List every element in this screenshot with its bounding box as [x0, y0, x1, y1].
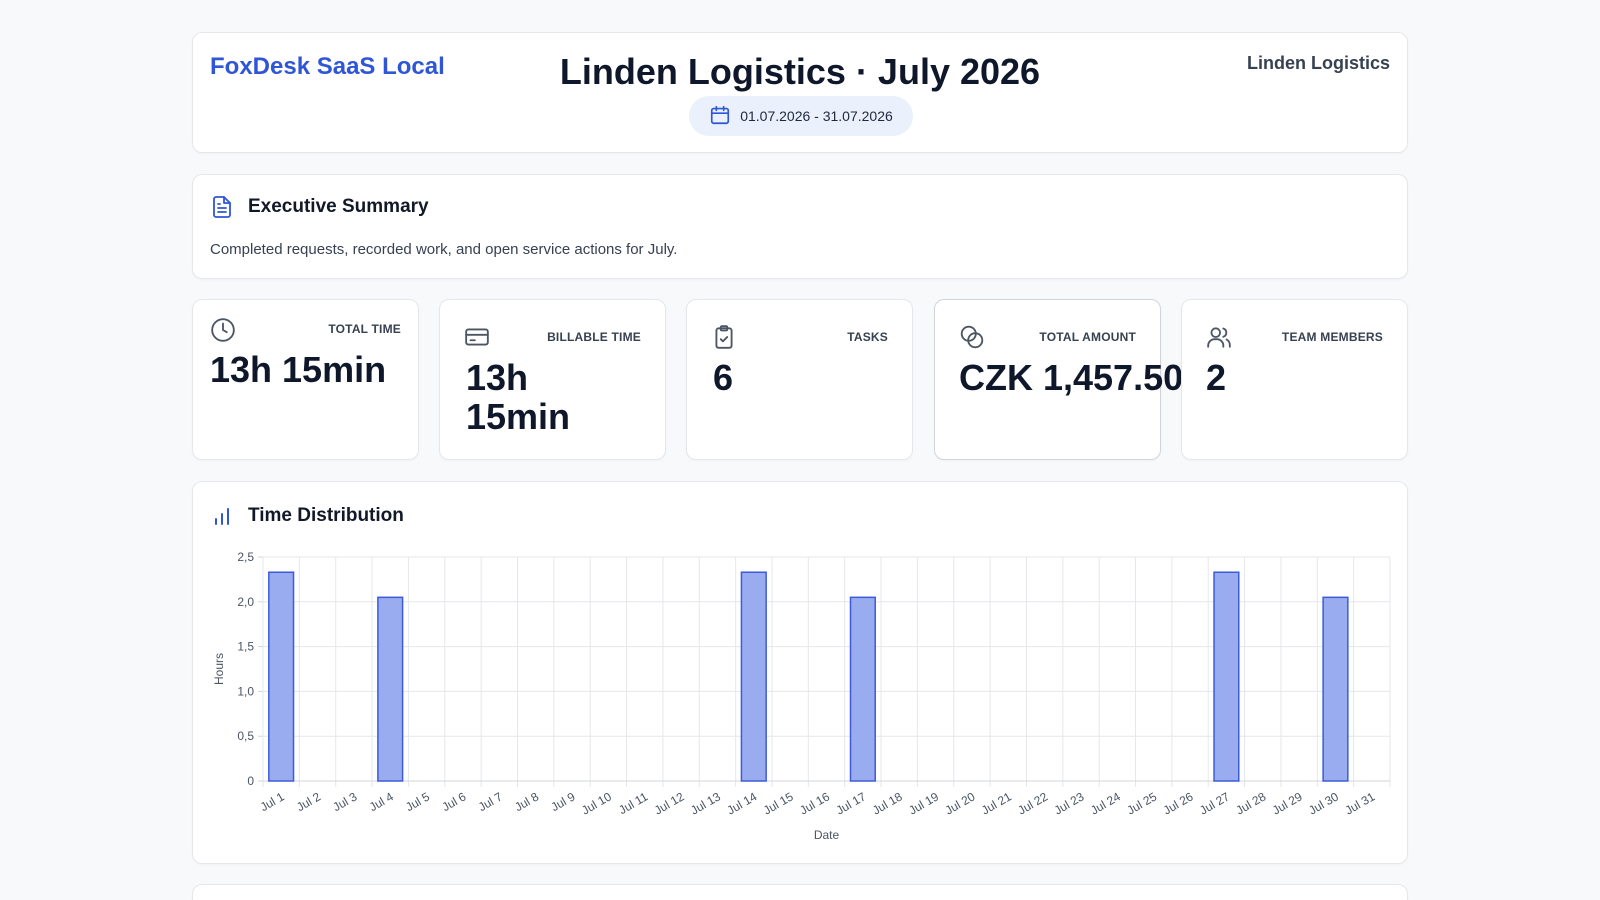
y-tick-label: 2,5 [237, 550, 254, 564]
x-tick-label: Jul 6 [439, 789, 468, 814]
x-tick-label: Jul 25 [1124, 789, 1159, 817]
kpi-label: Total amount [1039, 330, 1136, 344]
bar-jul-17 [849, 596, 876, 782]
x-tick-label: Jul 31 [1343, 789, 1378, 817]
date-range-text: 01.07.2026 - 31.07.2026 [740, 108, 893, 124]
x-tick-label: Jul 27 [1197, 789, 1232, 817]
kpi-total-amount: Total amount CZK 1,457.50 [934, 299, 1183, 460]
x-tick-label: Jul 16 [797, 789, 832, 817]
kpi-value: 13h 15min [210, 349, 387, 390]
executive-summary-card: Executive Summary Completed requests, re… [192, 174, 1408, 279]
summary-title: Executive Summary [248, 196, 429, 217]
kpi-total-time: Total time 13h 15min [192, 299, 419, 460]
kpi-value: 2 [1206, 357, 1227, 398]
y-tick-label: 2,0 [237, 595, 254, 609]
clock-icon [210, 317, 236, 343]
x-tick-label: Jul 20 [943, 789, 978, 817]
x-tick-label: Jul 21 [979, 789, 1014, 817]
kpi-billable-time: Billable time 13h 15min [439, 299, 666, 460]
x-tick-label: Jul 17 [834, 789, 869, 817]
kpi-value: 6 [713, 357, 734, 398]
x-tick-label: Jul 1 [258, 789, 287, 814]
summary-text: Completed requests, recorded work, and o… [210, 241, 678, 258]
coins-icon [959, 324, 985, 350]
x-tick-label: Jul 26 [1161, 789, 1196, 817]
bar-jul-27 [1213, 571, 1240, 782]
x-axis-title: Date [814, 828, 840, 842]
next-section-card [192, 884, 1408, 900]
y-tick-label: 1,5 [237, 640, 254, 654]
x-tick-label: Jul 24 [1088, 789, 1123, 817]
x-tick-label: Jul 12 [652, 789, 687, 817]
time-distribution-chart: 0 0,5 1,0 1,5 2,0 2,5 Jul 1 Jul 2 Jul 3 Jul 4 Jul … [212, 550, 1391, 842]
y-tick-label: 0 [247, 774, 254, 788]
bar-jul-4 [377, 596, 404, 782]
x-tick-label: Jul 29 [1270, 789, 1305, 817]
client-name: Linden Logistics [1246, 53, 1390, 73]
calendar-icon [709, 104, 731, 129]
kpi-label: Team members [1281, 330, 1383, 344]
kpi-value: CZK 1,457.50 [959, 357, 1184, 398]
x-tick-label: Jul 2 [294, 789, 323, 814]
x-tick-label: Jul 14 [725, 789, 760, 817]
date-range-pill[interactable]: 01.07.2026 - 31.07.2026 [689, 96, 913, 136]
x-tick-label: Jul 15 [761, 789, 796, 817]
bar-chart-icon [210, 504, 234, 528]
brand-logo[interactable]: FoxDesk SaaS Local [210, 53, 445, 80]
x-tick-label: Jul 10 [579, 789, 614, 817]
chart-title: Time Distribution [248, 505, 404, 526]
x-tick-label: Jul 18 [870, 789, 905, 817]
kpi-team-members: Team members 2 [1181, 299, 1408, 460]
users-icon [1206, 324, 1232, 350]
x-tick-label: Jul 13 [688, 789, 723, 817]
x-tick-label: Jul 11 [616, 789, 650, 817]
x-tick-label: Jul 19 [906, 789, 941, 817]
clipboard-check-icon [711, 324, 737, 350]
document-icon [210, 195, 234, 219]
bar-jul-14 [740, 571, 767, 782]
y-tick-label: 1,0 [237, 684, 254, 698]
x-tick-label: Jul 9 [549, 789, 578, 814]
x-tick-label: Jul 3 [330, 789, 359, 814]
credit-card-icon [464, 324, 490, 350]
x-tick-label: Jul 30 [1306, 789, 1341, 817]
x-tick-label: Jul 22 [1015, 789, 1050, 817]
kpi-label: Tasks [847, 330, 888, 344]
bar-jul-30 [1322, 596, 1349, 782]
y-axis-title: Hours [212, 653, 226, 685]
x-tick-label: Jul 8 [512, 789, 541, 814]
bar-jul-1 [268, 571, 295, 782]
report-header: FoxDesk SaaS Local Linden Logistics · Ju… [192, 32, 1408, 153]
y-tick-label: 0,5 [237, 729, 254, 743]
x-tick-label: Jul 7 [476, 789, 505, 814]
x-tick-label: Jul 23 [1052, 789, 1087, 817]
time-distribution-card: Time Distribution 0 0,5 1,0 1,5 2,0 2,5 Jul 1 J… [192, 481, 1408, 864]
kpi-label: Total time [328, 322, 401, 336]
x-tick-label: Jul 5 [403, 789, 432, 814]
kpi-value-line2: 15min [466, 396, 571, 437]
kpi-tasks: Tasks 6 [686, 299, 913, 460]
x-tick-label: Jul 28 [1234, 789, 1269, 817]
kpi-label: Billable time [547, 330, 641, 344]
page-title: Linden Logistics · July 2026 [559, 51, 1041, 92]
x-tick-label: Jul 4 [367, 789, 396, 814]
kpi-value-line1: 13h [466, 357, 529, 398]
